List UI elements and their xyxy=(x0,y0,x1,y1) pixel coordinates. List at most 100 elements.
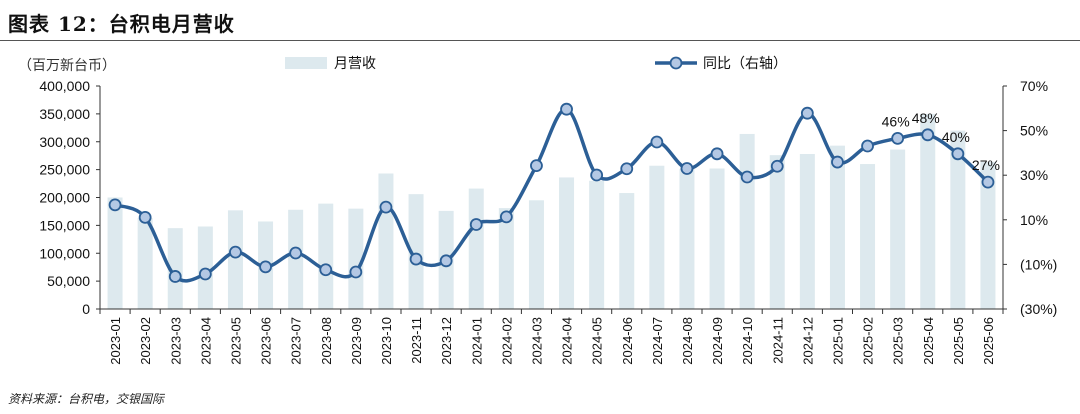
data-labels: 46% 48%40%27% xyxy=(882,110,1000,173)
yoy-point xyxy=(770,159,784,173)
revenue-bar xyxy=(528,200,544,309)
x-tick-label: 2023-03 xyxy=(168,317,183,365)
yoy-point xyxy=(439,254,453,268)
revenue-bar xyxy=(739,133,755,309)
left-tick-label: 50,000 xyxy=(47,273,90,289)
yoy-point xyxy=(289,246,303,260)
x-tick-label: 2023-10 xyxy=(379,317,394,365)
revenue-bar xyxy=(709,168,725,309)
yoy-point xyxy=(891,132,905,145)
x-tick-label: 2024-08 xyxy=(680,317,695,365)
right-tick-label: 50% xyxy=(1020,123,1048,139)
yoy-line-path xyxy=(114,107,990,283)
x-tick-label: 2023-07 xyxy=(289,317,304,365)
legend-bar-swatch xyxy=(285,57,327,69)
x-tick-label: 2024-01 xyxy=(469,317,484,365)
legend-line-marker xyxy=(669,56,683,70)
left-tick-label: 150,000 xyxy=(39,217,90,233)
left-tick-label: 400,000 xyxy=(39,78,90,94)
revenue-bar xyxy=(408,194,424,309)
yoy-point xyxy=(560,102,573,116)
yoy-point xyxy=(168,270,182,283)
x-tick-label: 2024-11 xyxy=(770,317,785,364)
revenue-bar xyxy=(769,155,785,309)
legend-line-label: 同比（右轴） xyxy=(703,56,787,72)
x-tick-label: 2025-06 xyxy=(981,317,996,365)
yoy-point xyxy=(620,162,634,176)
x-tick-label: 2024-10 xyxy=(740,317,755,365)
revenue-bar xyxy=(920,113,936,309)
yoy-point xyxy=(951,147,965,161)
revenue-bar xyxy=(107,197,123,309)
right-tick-label: (30%) xyxy=(1020,301,1057,317)
yoy-data-label: 48% xyxy=(912,110,940,126)
revenue-bar xyxy=(378,173,394,309)
x-tick-label: 2023-01 xyxy=(108,317,123,365)
left-axis-unit-label: （百万新台币） xyxy=(18,58,116,74)
x-tick-label: 2024-09 xyxy=(710,317,725,365)
yoy-point xyxy=(138,210,152,224)
left-tick-label: 200,000 xyxy=(39,190,90,206)
left-tick-label: 350,000 xyxy=(39,106,90,122)
yoy-point xyxy=(680,162,694,175)
source-note: 资料来源：台积电，交银国际 xyxy=(8,392,165,406)
legend: 月营收 同比（右轴） xyxy=(285,56,787,72)
left-tick-label: 100,000 xyxy=(39,245,90,261)
x-tick-label: 2024-12 xyxy=(800,317,815,365)
yoy-point xyxy=(921,128,935,142)
yoy-line xyxy=(108,102,995,283)
x-tick-label: 2024-07 xyxy=(650,317,665,365)
revenue-bar xyxy=(829,145,845,309)
yoy-point xyxy=(319,263,333,277)
yoy-point xyxy=(198,267,212,281)
revenue-bar xyxy=(498,208,514,309)
revenue-bar xyxy=(137,218,153,309)
left-tick-label: 300,000 xyxy=(39,134,90,150)
x-tick-label: 2024-06 xyxy=(620,317,635,365)
x-tick-label: 2023-02 xyxy=(138,317,153,365)
yoy-point xyxy=(349,265,363,279)
yoy-point xyxy=(740,170,754,184)
revenue-bar xyxy=(860,164,876,309)
revenue-bar xyxy=(468,188,484,309)
x-tick-label: 2023-06 xyxy=(259,317,274,365)
revenue-bar xyxy=(348,208,364,309)
yoy-point xyxy=(259,260,272,274)
x-tick-label: 2024-03 xyxy=(529,317,544,365)
left-tick-label: 0 xyxy=(82,301,90,317)
revenue-bar xyxy=(589,180,605,309)
yoy-point xyxy=(108,198,122,212)
right-tick-label: (10%) xyxy=(1020,256,1057,272)
axes: 0 50,000 100,000 150,000 200,000 250,000 300,0… xyxy=(18,58,1057,365)
page-title: 图表 12：台积电月营收 xyxy=(8,12,235,36)
yoy-point xyxy=(831,155,844,169)
x-tick-label: 2024-05 xyxy=(590,317,605,365)
yoy-data-label: 27% xyxy=(972,157,1000,173)
revenue-bar xyxy=(980,161,996,309)
x-tick-label: 2025-04 xyxy=(921,317,936,365)
revenue-bar xyxy=(167,228,183,309)
right-tick-label: 30% xyxy=(1020,167,1048,183)
revenue-bar xyxy=(318,203,334,309)
yoy-data-label: 40% xyxy=(942,129,970,145)
yoy-point xyxy=(229,245,242,259)
left-tick-label: 250,000 xyxy=(39,162,90,178)
yoy-data-label: 46% xyxy=(882,113,910,129)
yoy-point xyxy=(469,218,483,231)
x-tick-label: 2025-01 xyxy=(830,317,845,365)
revenue-bar xyxy=(559,177,575,309)
x-tick-label: 2024-02 xyxy=(499,317,514,365)
yoy-point xyxy=(530,159,543,173)
x-tick-label: 2024-04 xyxy=(560,317,575,365)
revenue-bar xyxy=(649,165,665,309)
right-tick-label: 70% xyxy=(1020,78,1048,94)
x-tick-label: 2025-02 xyxy=(861,317,876,365)
yoy-point xyxy=(710,147,724,161)
yoy-point xyxy=(409,252,423,266)
revenue-bar xyxy=(950,130,966,309)
yoy-point xyxy=(379,200,393,214)
revenue-bar xyxy=(619,193,635,309)
x-tick-label: 2023-04 xyxy=(198,317,213,365)
yoy-point xyxy=(800,106,814,120)
